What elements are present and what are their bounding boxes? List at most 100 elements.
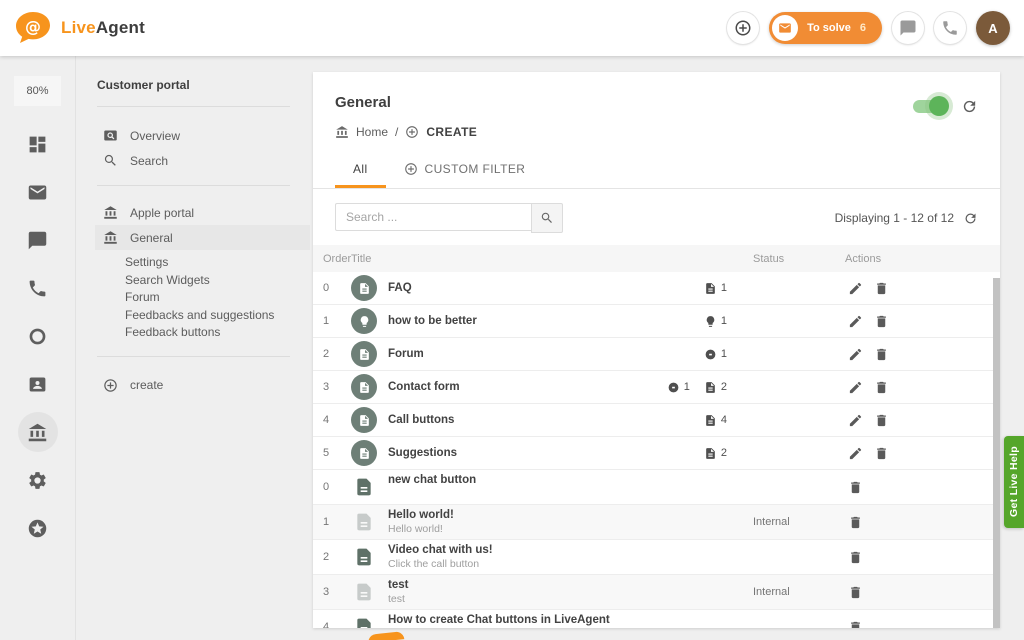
table-row[interactable]: 1 Hello world! Hello world! Internal	[313, 505, 1000, 540]
sidebar-item-create[interactable]: create	[95, 373, 310, 398]
table-row[interactable]: 0 FAQ 1	[313, 272, 1000, 305]
table-row[interactable]: 0 new chat button	[313, 470, 1000, 505]
sidebar-subitem-search-widgets[interactable]: Search Widgets	[125, 272, 210, 287]
row-title[interactable]: Video chat with us!	[388, 544, 493, 556]
delete-button[interactable]	[869, 308, 893, 334]
breadcrumb-home[interactable]: Home	[356, 125, 389, 139]
badge-count: 2	[720, 447, 727, 459]
sidebar-item-overview[interactable]: Overview	[95, 123, 310, 148]
table-row[interactable]: 2 Forum 1	[313, 338, 1000, 371]
edit-button[interactable]	[843, 308, 867, 334]
sidebar-subitem-settings[interactable]: Settings	[125, 255, 169, 269]
get-live-help-button[interactable]: Get Live Help	[1004, 436, 1024, 528]
tab-custom-filter[interactable]: CUSTOM FILTER	[386, 151, 544, 188]
to-solve-button[interactable]: To solve 6	[769, 12, 882, 44]
row-title[interactable]: Hello world!	[388, 509, 454, 521]
row-title[interactable]: Call buttons	[388, 414, 455, 426]
delete-button[interactable]	[843, 579, 867, 605]
delete-button[interactable]	[843, 474, 867, 500]
rail-item-dashboard[interactable]	[18, 124, 58, 164]
badge-count: 1	[720, 315, 727, 327]
row-title[interactable]: test	[388, 579, 409, 591]
calls-button[interactable]	[934, 12, 966, 44]
edit-button[interactable]	[843, 374, 867, 400]
sidebar-item-label: General	[130, 230, 173, 245]
sidebar-item-apple-portal[interactable]: Apple portal	[95, 200, 310, 225]
trash-icon	[874, 413, 889, 428]
delete-button[interactable]	[869, 341, 893, 367]
delete-button[interactable]	[843, 614, 867, 628]
disc-icon	[704, 348, 717, 361]
sidebar-item-general[interactable]: General	[95, 225, 310, 250]
delete-button[interactable]	[843, 509, 867, 535]
file-icon	[351, 474, 377, 500]
column-header-order: Order	[323, 252, 352, 265]
row-title[interactable]: new chat button	[388, 474, 477, 486]
search-icon	[540, 211, 554, 225]
delete-button[interactable]	[869, 407, 893, 433]
table-row[interactable]: 2 Video chat with us! Click the call butt…	[313, 540, 1000, 575]
row-title[interactable]: How to create Chat buttons in LiveAgent	[388, 614, 610, 626]
search-button[interactable]	[531, 203, 563, 233]
refresh-icon	[963, 211, 978, 226]
rail-item-customer-portal[interactable]	[17, 412, 58, 452]
edit-button[interactable]	[843, 440, 867, 466]
rail-item-contacts[interactable]	[18, 364, 58, 404]
row-title[interactable]: Forum	[388, 348, 424, 360]
sidebar-heading: Customer portal	[97, 78, 190, 92]
rail-item-calls[interactable]	[18, 268, 58, 308]
edit-button[interactable]	[843, 407, 867, 433]
article-lightbulb-icon	[351, 308, 377, 334]
get-live-help-label: Get Live Help	[1008, 446, 1020, 518]
row-title[interactable]: how to be better	[388, 315, 477, 327]
table-row[interactable]: 1 how to be better 1	[313, 305, 1000, 338]
sidebar-subitem-feedback-buttons[interactable]: Feedback buttons	[125, 325, 221, 339]
rail-item-stars[interactable]	[18, 508, 58, 548]
delete-button[interactable]	[869, 374, 893, 400]
document-icon	[704, 282, 717, 295]
user-avatar[interactable]: A	[976, 11, 1010, 45]
row-title[interactable]: FAQ	[388, 282, 412, 294]
sidebar-subitem-feedbacks[interactable]: Feedbacks and suggestions	[125, 307, 275, 322]
table-row[interactable]: 3 Contact form 1 2	[313, 371, 1000, 404]
delete-button[interactable]	[869, 440, 893, 466]
plus-circle-icon	[103, 378, 118, 393]
brand-agent: Agent	[95, 18, 145, 37]
lightbulb-icon	[704, 315, 717, 328]
row-title[interactable]: Contact form	[388, 381, 460, 393]
table-row[interactable]: 4 How to create Chat buttons in LiveAgen…	[313, 610, 1000, 628]
chat-widget-peek[interactable]	[367, 631, 405, 640]
pencil-icon	[848, 347, 863, 362]
refresh-list-button[interactable]	[963, 211, 978, 226]
row-title[interactable]: Suggestions	[388, 447, 458, 459]
delete-button[interactable]	[869, 275, 893, 301]
sidebar-item-search[interactable]: Search	[95, 148, 310, 173]
rail-item-settings[interactable]	[18, 460, 58, 500]
breadcrumb: Home / CREATE	[335, 125, 978, 139]
liveagent-logo[interactable]: @ LiveAgent	[14, 11, 145, 45]
refresh-button[interactable]	[961, 98, 978, 115]
row-order: 4	[323, 621, 330, 628]
breadcrumb-create[interactable]: CREATE	[426, 125, 478, 139]
rail-item-loading[interactable]	[18, 316, 58, 356]
table-row[interactable]: 5 Suggestions 2	[313, 437, 1000, 470]
entry-count-badge: 1	[704, 348, 727, 361]
chats-button[interactable]	[892, 12, 924, 44]
table-row[interactable]: 3 test test Internal	[313, 575, 1000, 610]
sidebar-subitem-forum[interactable]: Forum	[125, 290, 160, 304]
portal-enabled-toggle[interactable]	[913, 96, 949, 116]
rail-item-chats[interactable]	[18, 220, 58, 260]
tab-all[interactable]: All	[335, 151, 386, 188]
edit-button[interactable]	[843, 275, 867, 301]
rail-item-tickets[interactable]	[18, 172, 58, 212]
row-order: 4	[323, 414, 330, 426]
phone-icon	[941, 19, 959, 37]
edit-button[interactable]	[843, 341, 867, 367]
pencil-icon	[848, 446, 863, 461]
bank-icon	[335, 125, 349, 139]
table-row[interactable]: 4 Call buttons 4	[313, 404, 1000, 437]
delete-button[interactable]	[843, 544, 867, 570]
add-new-button[interactable]	[727, 12, 760, 44]
search-input[interactable]	[335, 203, 531, 231]
vertical-scrollbar[interactable]	[993, 278, 1000, 628]
